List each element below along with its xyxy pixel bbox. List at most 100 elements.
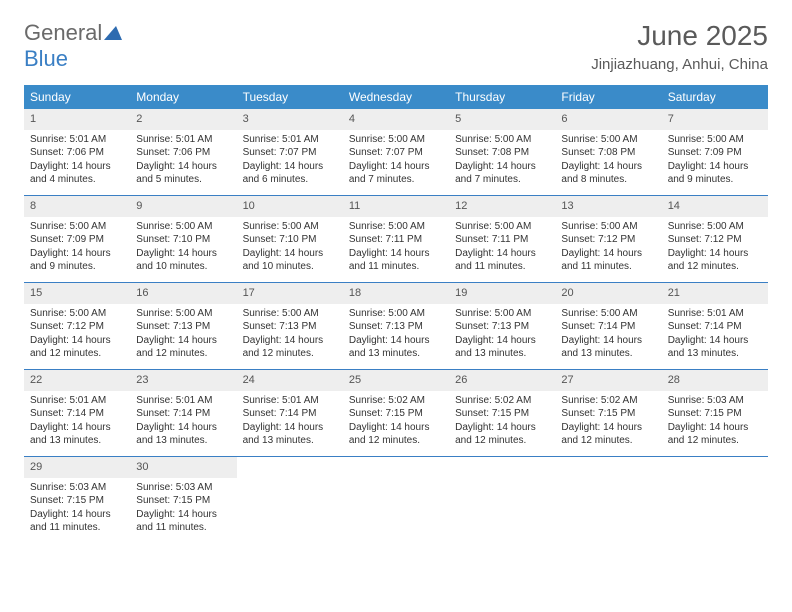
day-number: 24 [237,370,343,391]
daylight-text-2: and 11 minutes. [349,260,443,274]
day-cell: 14Sunrise: 5:00 AMSunset: 7:12 PMDayligh… [662,196,768,282]
month-title: June 2025 [591,20,768,52]
daylight-text-2: and 11 minutes. [561,260,655,274]
day-body: Sunrise: 5:00 AMSunset: 7:11 PMDaylight:… [449,217,555,280]
sunset-text: Sunset: 7:06 PM [136,146,230,160]
sunset-text: Sunset: 7:08 PM [455,146,549,160]
sunset-text: Sunset: 7:15 PM [349,407,443,421]
day-body: Sunrise: 5:01 AMSunset: 7:06 PMDaylight:… [130,130,236,193]
sunset-text: Sunset: 7:12 PM [30,320,124,334]
sunset-text: Sunset: 7:14 PM [136,407,230,421]
sunset-text: Sunset: 7:15 PM [561,407,655,421]
sunrise-text: Sunrise: 5:00 AM [455,133,549,147]
daylight-text-2: and 11 minutes. [455,260,549,274]
weekday-header: Wednesday [343,85,449,109]
day-cell: 2Sunrise: 5:01 AMSunset: 7:06 PMDaylight… [130,109,236,195]
sunrise-text: Sunrise: 5:01 AM [136,133,230,147]
sunset-text: Sunset: 7:15 PM [668,407,762,421]
sunrise-text: Sunrise: 5:01 AM [30,394,124,408]
daylight-text-1: Daylight: 14 hours [455,160,549,174]
sunset-text: Sunset: 7:13 PM [243,320,337,334]
day-cell: 12Sunrise: 5:00 AMSunset: 7:11 PMDayligh… [449,196,555,282]
day-cell: 9Sunrise: 5:00 AMSunset: 7:10 PMDaylight… [130,196,236,282]
day-cell: 28Sunrise: 5:03 AMSunset: 7:15 PMDayligh… [662,370,768,456]
day-number: 28 [662,370,768,391]
day-number: 8 [24,196,130,217]
day-number: 25 [343,370,449,391]
daylight-text-1: Daylight: 14 hours [455,334,549,348]
day-number: 15 [24,283,130,304]
day-cell: 1Sunrise: 5:01 AMSunset: 7:06 PMDaylight… [24,109,130,195]
day-cell: 23Sunrise: 5:01 AMSunset: 7:14 PMDayligh… [130,370,236,456]
sunset-text: Sunset: 7:10 PM [243,233,337,247]
daylight-text-1: Daylight: 14 hours [30,334,124,348]
day-cell: 7Sunrise: 5:00 AMSunset: 7:09 PMDaylight… [662,109,768,195]
day-number: 19 [449,283,555,304]
day-number: 21 [662,283,768,304]
sunset-text: Sunset: 7:11 PM [349,233,443,247]
day-body: Sunrise: 5:00 AMSunset: 7:07 PMDaylight:… [343,130,449,193]
daylight-text-2: and 12 minutes. [30,347,124,361]
sunrise-text: Sunrise: 5:00 AM [349,133,443,147]
day-body: Sunrise: 5:00 AMSunset: 7:08 PMDaylight:… [449,130,555,193]
day-cell: 27Sunrise: 5:02 AMSunset: 7:15 PMDayligh… [555,370,661,456]
daylight-text-2: and 9 minutes. [668,173,762,187]
daylight-text-2: and 5 minutes. [136,173,230,187]
day-body: Sunrise: 5:00 AMSunset: 7:13 PMDaylight:… [130,304,236,367]
daylight-text-1: Daylight: 14 hours [349,247,443,261]
daylight-text-2: and 13 minutes. [136,434,230,448]
daylight-text-2: and 8 minutes. [561,173,655,187]
daylight-text-2: and 12 minutes. [668,260,762,274]
weekday-header: Monday [130,85,236,109]
sunrise-text: Sunrise: 5:01 AM [243,394,337,408]
header: GeneralBlue June 2025 Jinjiazhuang, Anhu… [24,20,768,73]
daylight-text-2: and 13 minutes. [668,347,762,361]
sunset-text: Sunset: 7:12 PM [561,233,655,247]
daylight-text-1: Daylight: 14 hours [136,247,230,261]
weekday-header: Thursday [449,85,555,109]
sunrise-text: Sunrise: 5:02 AM [561,394,655,408]
day-cell: 10Sunrise: 5:00 AMSunset: 7:10 PMDayligh… [237,196,343,282]
weekday-header-row: SundayMondayTuesdayWednesdayThursdayFrid… [24,85,768,109]
daylight-text-2: and 12 minutes. [561,434,655,448]
sunrise-text: Sunrise: 5:01 AM [243,133,337,147]
daylight-text-1: Daylight: 14 hours [136,334,230,348]
day-cell: 19Sunrise: 5:00 AMSunset: 7:13 PMDayligh… [449,283,555,369]
daylight-text-1: Daylight: 14 hours [30,160,124,174]
sunrise-text: Sunrise: 5:00 AM [349,220,443,234]
daylight-text-2: and 12 minutes. [243,347,337,361]
sunrise-text: Sunrise: 5:03 AM [30,481,124,495]
day-body: Sunrise: 5:00 AMSunset: 7:08 PMDaylight:… [555,130,661,193]
day-cell: 17Sunrise: 5:00 AMSunset: 7:13 PMDayligh… [237,283,343,369]
week-row: 1Sunrise: 5:01 AMSunset: 7:06 PMDaylight… [24,109,768,196]
day-cell: 29Sunrise: 5:03 AMSunset: 7:15 PMDayligh… [24,457,130,543]
daylight-text-1: Daylight: 14 hours [243,421,337,435]
day-body: Sunrise: 5:00 AMSunset: 7:13 PMDaylight:… [343,304,449,367]
sunset-text: Sunset: 7:14 PM [561,320,655,334]
day-body: Sunrise: 5:01 AMSunset: 7:14 PMDaylight:… [662,304,768,367]
day-body: Sunrise: 5:00 AMSunset: 7:13 PMDaylight:… [237,304,343,367]
weekday-header: Tuesday [237,85,343,109]
day-cell: 11Sunrise: 5:00 AMSunset: 7:11 PMDayligh… [343,196,449,282]
sunrise-text: Sunrise: 5:00 AM [668,133,762,147]
day-body: Sunrise: 5:00 AMSunset: 7:11 PMDaylight:… [343,217,449,280]
daylight-text-2: and 12 minutes. [136,347,230,361]
day-cell: 20Sunrise: 5:00 AMSunset: 7:14 PMDayligh… [555,283,661,369]
sunrise-text: Sunrise: 5:00 AM [136,220,230,234]
daylight-text-2: and 12 minutes. [455,434,549,448]
sunrise-text: Sunrise: 5:01 AM [30,133,124,147]
daylight-text-1: Daylight: 14 hours [136,421,230,435]
daylight-text-1: Daylight: 14 hours [30,421,124,435]
day-number: 14 [662,196,768,217]
daylight-text-1: Daylight: 14 hours [136,508,230,522]
day-cell: 30Sunrise: 5:03 AMSunset: 7:15 PMDayligh… [130,457,236,543]
sunset-text: Sunset: 7:15 PM [136,494,230,508]
day-body: Sunrise: 5:03 AMSunset: 7:15 PMDaylight:… [130,478,236,541]
calendar: SundayMondayTuesdayWednesdayThursdayFrid… [24,85,768,543]
sunrise-text: Sunrise: 5:00 AM [243,307,337,321]
day-body: Sunrise: 5:03 AMSunset: 7:15 PMDaylight:… [662,391,768,454]
daylight-text-2: and 10 minutes. [136,260,230,274]
daylight-text-1: Daylight: 14 hours [30,247,124,261]
daylight-text-1: Daylight: 14 hours [561,160,655,174]
sunrise-text: Sunrise: 5:00 AM [349,307,443,321]
